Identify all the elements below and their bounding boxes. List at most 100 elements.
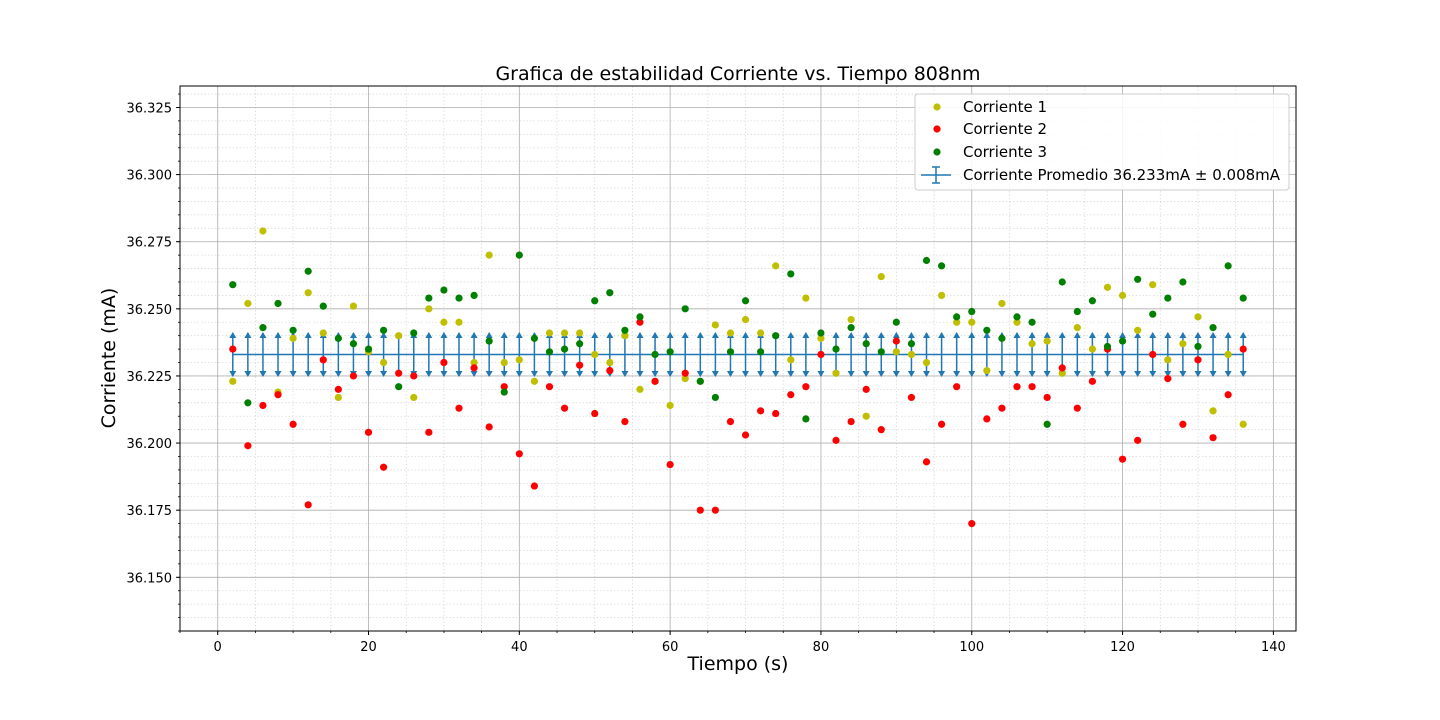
point-corriente-1 — [395, 332, 403, 340]
point-corriente-2 — [530, 482, 539, 490]
error-bar-lower-arrow — [334, 370, 342, 377]
point-corriente-3 — [545, 348, 554, 356]
x-tick-label: 100 — [959, 640, 984, 655]
point-corriente-3 — [696, 377, 704, 385]
y-tick-label: 36.250 — [127, 303, 173, 318]
point-corriente-3 — [666, 348, 674, 356]
point-corriente-2 — [968, 520, 976, 528]
legend-marker-corriente-2 — [933, 125, 941, 133]
error-bar-lower-arrow — [1239, 370, 1247, 377]
point-corriente-1 — [968, 318, 976, 326]
point-corriente-2 — [334, 385, 342, 393]
point-corriente-3 — [892, 318, 900, 326]
error-bar-lower-arrow — [862, 370, 870, 377]
point-corriente-2 — [440, 358, 448, 367]
point-corriente-1 — [983, 366, 991, 375]
error-bar-lower-arrow — [817, 370, 825, 377]
error-bar-upper-arrow — [923, 331, 931, 338]
error-bar-upper-arrow — [606, 331, 614, 338]
point-corriente-1 — [379, 358, 388, 367]
error-bar-lower-arrow — [1103, 370, 1111, 377]
point-corriente-2 — [757, 407, 765, 415]
point-corriente-3 — [1164, 294, 1172, 302]
point-corriente-3 — [289, 326, 297, 334]
error-bar-upper-arrow — [711, 331, 719, 338]
point-corriente-2 — [1058, 364, 1066, 372]
error-bar-lower-arrow — [1134, 370, 1142, 377]
point-corriente-3 — [802, 415, 810, 423]
error-bar-lower-arrow — [304, 370, 312, 377]
error-bar-upper-arrow — [1164, 331, 1172, 338]
point-corriente-3 — [319, 302, 327, 310]
point-corriente-1 — [953, 318, 961, 326]
error-bar-upper-arrow — [938, 331, 946, 338]
point-corriente-2 — [379, 463, 388, 471]
x-tick-label: 80 — [813, 640, 830, 655]
error-bar-lower-arrow — [1073, 370, 1081, 377]
point-corriente-2 — [470, 364, 478, 372]
point-corriente-3 — [726, 348, 735, 356]
point-corriente-3 — [606, 289, 614, 297]
point-corriente-1 — [1073, 324, 1081, 332]
error-bar-lower-arrow — [772, 370, 780, 377]
point-corriente-3 — [304, 267, 312, 275]
error-bar-lower-arrow — [591, 370, 599, 377]
error-bar-upper-arrow — [591, 331, 599, 338]
point-corriente-3 — [847, 324, 855, 332]
error-bar-upper-arrow — [1224, 331, 1232, 338]
point-corriente-2 — [560, 404, 569, 412]
point-corriente-2 — [500, 383, 508, 391]
point-corriente-2 — [1194, 356, 1202, 364]
error-bar-upper-arrow — [244, 331, 252, 338]
error-bar-upper-arrow — [229, 331, 237, 338]
point-corriente-2 — [832, 436, 840, 444]
point-corriente-2 — [937, 420, 946, 428]
error-bar-upper-arrow — [274, 331, 282, 338]
error-bar-lower-arrow — [1224, 370, 1232, 377]
error-bar-upper-arrow — [742, 331, 750, 338]
error-bar-upper-arrow — [425, 331, 433, 338]
point-corriente-3 — [500, 388, 508, 396]
point-corriente-2 — [319, 356, 327, 364]
point-corriente-1 — [606, 358, 614, 367]
point-corriente-2 — [1239, 345, 1247, 353]
error-bar-upper-arrow — [304, 331, 312, 338]
error-bar-lower-arrow — [877, 370, 885, 377]
legend-label-corriente-2: Corriente 2 — [963, 120, 1047, 138]
point-corriente-3 — [1179, 278, 1187, 286]
point-corriente-1 — [470, 358, 478, 367]
error-bar-upper-arrow — [983, 331, 991, 338]
legend-marker-corriente-3 — [933, 148, 941, 156]
point-corriente-1 — [485, 251, 493, 259]
error-bar-lower-arrow — [259, 370, 267, 377]
y-tick-label: 36.150 — [127, 571, 173, 586]
point-corriente-1 — [1209, 407, 1217, 415]
point-corriente-2 — [922, 458, 931, 466]
point-corriente-1 — [802, 294, 810, 302]
point-corriente-3 — [259, 324, 267, 332]
point-corriente-1 — [289, 334, 297, 342]
point-corriente-1 — [440, 318, 448, 326]
error-bar-upper-arrow — [877, 331, 885, 338]
x-axis-label: Tiempo (s) — [687, 653, 789, 675]
point-corriente-3 — [591, 297, 599, 305]
point-corriente-2 — [696, 506, 704, 514]
point-corriente-2 — [817, 350, 825, 359]
point-corriente-2 — [289, 420, 297, 428]
point-corriente-3 — [1073, 307, 1081, 316]
y-tick-label: 36.225 — [127, 370, 173, 385]
error-bar-upper-arrow — [1194, 331, 1202, 338]
point-corriente-1 — [817, 334, 825, 342]
error-bar-upper-arrow — [832, 331, 840, 338]
point-corriente-1 — [229, 377, 237, 385]
point-corriente-2 — [395, 369, 403, 377]
legend-label-promedio: Corriente Promedio 36.233mA ± 0.008mA — [963, 166, 1281, 184]
error-bar-lower-arrow — [1088, 370, 1096, 377]
x-tick-label: 0 — [214, 640, 222, 655]
error-bar-lower-arrow — [726, 370, 734, 377]
point-corriente-3 — [1043, 420, 1051, 428]
error-bar-lower-arrow — [742, 370, 750, 377]
error-bar-upper-arrow — [500, 331, 508, 338]
error-bar-lower-arrow — [787, 370, 795, 377]
error-bar-lower-arrow — [847, 370, 855, 377]
